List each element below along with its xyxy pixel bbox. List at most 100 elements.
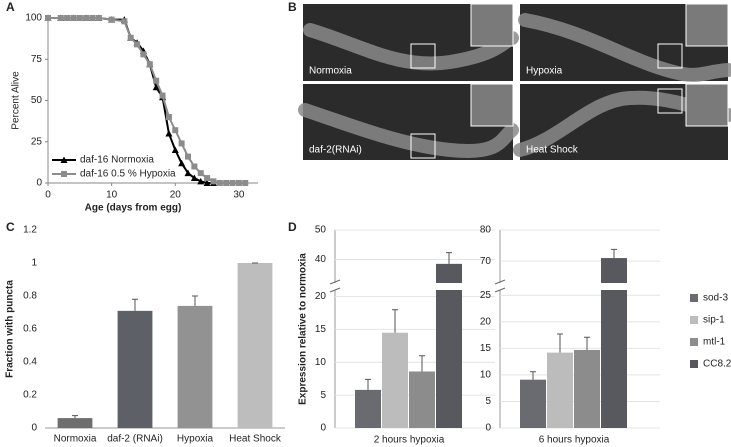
- y-tick-label: 5: [320, 390, 326, 401]
- bar: [547, 352, 573, 428]
- y-tick-label: 10: [315, 357, 327, 368]
- marker: [64, 15, 71, 21]
- x-tick-label: 0: [45, 190, 51, 201]
- marker: [165, 130, 173, 137]
- x-tick-label: 2 hours hypoxia: [374, 435, 445, 446]
- bar: [409, 371, 435, 428]
- legend-swatch: [690, 360, 698, 368]
- y-axis-label: Percent Alive: [11, 71, 22, 130]
- y-tick-label: 1: [31, 258, 37, 269]
- y-tick-label: 0: [36, 178, 42, 189]
- roi-box: [410, 43, 436, 69]
- y-tick-label: 25: [31, 136, 43, 147]
- bar: [117, 310, 153, 428]
- y-tick-label: 25: [480, 290, 492, 301]
- y-tick-label: 20: [480, 316, 492, 327]
- error-bar: [72, 415, 78, 419]
- legend-label: CC8.2: [703, 359, 731, 370]
- marker: [184, 169, 192, 177]
- marker: [185, 153, 191, 160]
- y-tick-label: 75: [31, 54, 43, 65]
- legend-swatch: [690, 316, 698, 324]
- marker: [108, 16, 115, 23]
- worm: [518, 13, 731, 82]
- marker: [89, 15, 96, 21]
- marker: [76, 15, 83, 21]
- axis-break: [329, 279, 341, 293]
- inset: [685, 83, 729, 127]
- marker: [165, 114, 172, 120]
- marker: [178, 159, 186, 167]
- error-bar: [192, 295, 198, 306]
- y-tick-label: 0: [31, 423, 37, 434]
- y-axis-label: Fraction with puncta: [5, 280, 16, 378]
- y-tick-label: 70: [480, 256, 492, 267]
- error-bar: [419, 355, 425, 372]
- y-tick-label: 50: [315, 225, 327, 236]
- panel-letter: D: [288, 220, 297, 234]
- legend-label: sip-1: [703, 315, 725, 326]
- y-tick-label: 0.6: [23, 324, 37, 335]
- bar-upper: [436, 263, 462, 283]
- bar: [520, 379, 546, 428]
- error-bar: [557, 333, 563, 353]
- marker: [83, 15, 90, 21]
- panel-label: Heat Shock: [526, 145, 579, 156]
- error-bar: [446, 252, 452, 264]
- y-tick-label: 0.4: [23, 357, 37, 368]
- panel-label: daf-2(RNAi): [309, 145, 362, 156]
- error-bar: [365, 378, 371, 390]
- error-bar: [584, 336, 590, 350]
- x-axis-label: Age (days from egg): [85, 203, 182, 214]
- panel-letter: A: [6, 0, 15, 14]
- inset: [470, 3, 514, 47]
- legend-label: mtl-1: [703, 337, 726, 348]
- bar-lower: [436, 290, 462, 428]
- x-tick-label: 6 hours hypoxia: [539, 435, 610, 446]
- legend-swatch: [690, 338, 698, 346]
- marker: [178, 140, 185, 147]
- bar: [382, 332, 408, 428]
- bar: [355, 389, 381, 428]
- panel-label: Hypoxia: [526, 66, 563, 77]
- marker: [159, 92, 166, 99]
- marker: [235, 180, 242, 186]
- y-tick-label: 5: [485, 396, 491, 407]
- marker: [223, 180, 230, 186]
- marker: [229, 180, 236, 186]
- y-tick-label: 1.2: [23, 225, 37, 236]
- error-bar: [132, 298, 138, 311]
- marker: [121, 18, 128, 25]
- marker: [210, 178, 217, 185]
- marker: [203, 179, 211, 186]
- marker: [197, 177, 205, 185]
- x-tick-label: 20: [170, 190, 182, 201]
- marker: [70, 15, 77, 21]
- y-tick-label: 15: [315, 324, 327, 335]
- marker: [204, 175, 211, 182]
- marker: [127, 34, 134, 41]
- y-tick-label: 100: [25, 13, 42, 24]
- y-tick-label: 0.8: [23, 291, 37, 302]
- marker: [171, 146, 179, 153]
- y-tick-label: 40: [315, 254, 327, 265]
- marker: [95, 15, 102, 21]
- roi-box: [410, 133, 436, 159]
- marker: [153, 77, 160, 84]
- error-bar: [611, 248, 617, 259]
- worm: [298, 103, 519, 158]
- marker: [190, 174, 198, 182]
- marker: [134, 41, 141, 48]
- inset: [470, 83, 514, 127]
- error-bar: [392, 309, 398, 333]
- bar: [57, 418, 93, 428]
- x-tick-label: daf-2 (RNAi): [107, 434, 163, 445]
- y-tick-label: 80: [480, 225, 492, 236]
- y-tick-label: 0: [320, 423, 326, 434]
- axis-break: [494, 279, 506, 293]
- bar: [237, 263, 273, 428]
- x-tick-label: 10: [106, 190, 118, 201]
- y-tick-label: 50: [31, 95, 43, 106]
- marker: [60, 156, 68, 163]
